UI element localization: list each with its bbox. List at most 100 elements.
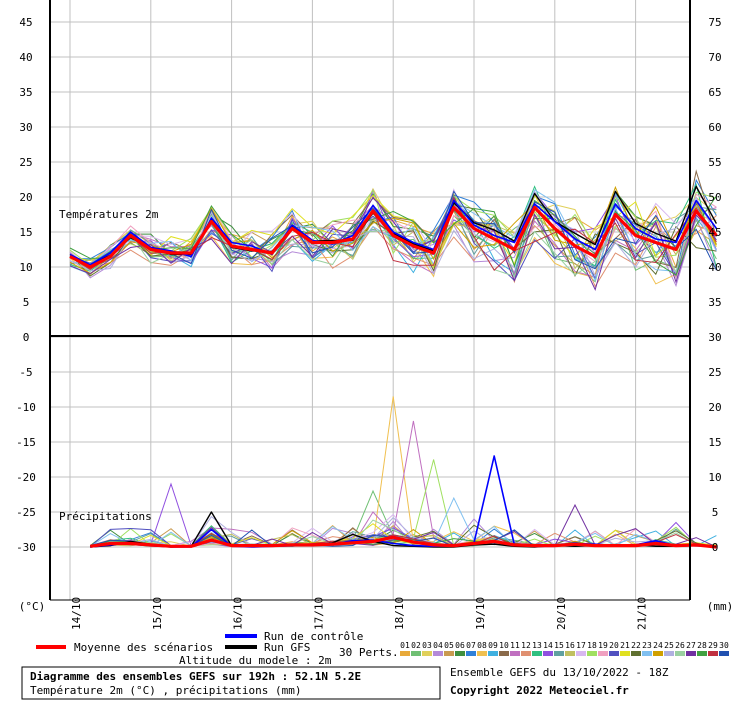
legend-pert-swatch — [433, 651, 443, 656]
legend-pert-number: 10 — [499, 641, 509, 650]
left-unit-label: (°C) — [19, 600, 46, 613]
legend-pert-swatch — [455, 651, 465, 656]
legend-mean-label: Moyenne des scénarios — [74, 641, 213, 654]
legend-pert-swatch — [719, 651, 729, 656]
legend-pert-swatch — [598, 651, 608, 656]
temp-perturbation-line — [69, 185, 717, 274]
legend-pert-swatch — [477, 651, 487, 656]
precip-tick-left: -10 — [16, 401, 36, 414]
legend-pert-swatch — [499, 651, 509, 656]
footer-title: Diagramme des ensembles GEFS sur 192h : … — [30, 670, 361, 683]
legend-pert-swatch — [532, 651, 542, 656]
legend-pert-swatch — [642, 651, 652, 656]
legend-pert-swatch — [565, 651, 575, 656]
altitude-label: Altitude du modele : 2m — [179, 654, 332, 667]
legend-pert-swatch — [631, 651, 641, 656]
precip-tick-left: -15 — [16, 436, 36, 449]
legend-control-label: Run de contrôle — [264, 630, 363, 643]
legend-pert-number: 27 — [686, 641, 696, 650]
legend-pert-number: 16 — [565, 641, 575, 650]
legend-pert-swatch — [488, 651, 498, 656]
footer-copyright: Copyright 2022 Meteociel.fr — [450, 684, 629, 697]
temp-tick-right: 50 — [708, 191, 721, 204]
legend-pert-number: 02 — [411, 641, 421, 650]
date-label: 16/10 — [232, 597, 245, 630]
temp-tick-right: 45 — [708, 226, 721, 239]
legend-pert-number: 11 — [510, 641, 520, 650]
legend-pert-number: 12 — [521, 641, 531, 650]
legend-pert-swatch — [620, 651, 630, 656]
legend-pert-swatch — [664, 651, 674, 656]
legend-pert-number: 19 — [598, 641, 608, 650]
legend-pert-number: 08 — [477, 641, 487, 650]
legend-pert-swatch — [400, 651, 410, 656]
legend-pert-swatch — [411, 651, 421, 656]
legend-pert-swatch — [708, 651, 718, 656]
legend-gfs-label: Run GFS — [264, 641, 310, 654]
legend-pert-number: 24 — [653, 641, 663, 650]
legend-pert-number: 05 — [444, 641, 454, 650]
temp-tick-left: 35 — [19, 86, 32, 99]
legend-pert-swatch — [697, 651, 707, 656]
temp-tick-right: 60 — [708, 121, 721, 134]
precip-mean-line — [89, 535, 717, 549]
legend-pert-number: 18 — [587, 641, 597, 650]
legend-pert-swatch — [543, 651, 553, 656]
legend-pert-number: 30 — [719, 641, 729, 650]
legend-pert-swatch — [609, 651, 619, 656]
legend-pert-swatch — [675, 651, 685, 656]
legend-pert-number: 03 — [422, 641, 432, 650]
legend-pert-number: 20 — [609, 641, 619, 650]
legend-pert-swatch — [576, 651, 586, 656]
precip-tick-right: 5 — [712, 506, 719, 519]
date-label: 20/10 — [555, 597, 568, 630]
panel-frames — [49, 0, 691, 601]
right-unit-label: (mm) — [707, 600, 734, 613]
legend-pert-swatch — [510, 651, 520, 656]
legend-perts-label: 30 Perts. — [339, 646, 399, 659]
legend-pert-number: 21 — [620, 641, 630, 650]
temp-tick-left: 0 — [23, 331, 30, 344]
legend-pert-number: 26 — [675, 641, 685, 650]
legend-pert-swatch — [466, 651, 476, 656]
temp-tick-left: 25 — [19, 156, 32, 169]
temp-tick-left: 10 — [19, 261, 32, 274]
date-label: 18/10 — [393, 597, 406, 630]
legend-pert-number: 06 — [455, 641, 465, 650]
legend-pert-swatch — [444, 651, 454, 656]
temp-tick-left: 20 — [19, 191, 32, 204]
legend-pert-number: 29 — [708, 641, 718, 650]
precip-tick-right: 30 — [708, 331, 721, 344]
precip-tick-left: -20 — [16, 471, 36, 484]
legend-pert-swatch — [521, 651, 531, 656]
precip-tick-right: 20 — [708, 401, 721, 414]
precip-tick-right: 15 — [708, 436, 721, 449]
legend-pert-number: 01 — [400, 641, 410, 650]
temp-tick-left: 45 — [19, 16, 32, 29]
precip-tick-left: -30 — [16, 541, 36, 554]
legend-pert-number: 25 — [664, 641, 674, 650]
precip-tick-left: -5 — [19, 366, 32, 379]
temp-tick-right: 75 — [708, 16, 721, 29]
date-label: 15/10 — [151, 597, 164, 630]
legend-pert-number: 07 — [466, 641, 476, 650]
date-label: 17/10 — [312, 597, 325, 630]
temp-tick-left: 30 — [19, 121, 32, 134]
footer-title-box — [21, 666, 441, 700]
legend-perturbation-keys: 01 02 03 04 05 06 07 08 09 10 11 12 13 14 15 16 17 18 19 20… — [400, 641, 729, 656]
temp-tick-left: 5 — [23, 296, 30, 309]
legend-pert-swatch — [686, 651, 696, 656]
precip-tick-right: 10 — [708, 471, 721, 484]
legend-pert-swatch — [554, 651, 564, 656]
date-label: 19/10 — [474, 597, 487, 630]
date-label: 14/10 — [70, 597, 83, 630]
precip-tick-left: -25 — [16, 506, 36, 519]
legend-pert-number: 14 — [543, 641, 553, 650]
temp-tick-right: 40 — [708, 261, 721, 274]
temp-tick-right: 70 — [708, 51, 721, 64]
temp-perturbation-line — [69, 189, 717, 269]
main-series — [69, 185, 718, 549]
grid-lines — [50, 0, 690, 600]
